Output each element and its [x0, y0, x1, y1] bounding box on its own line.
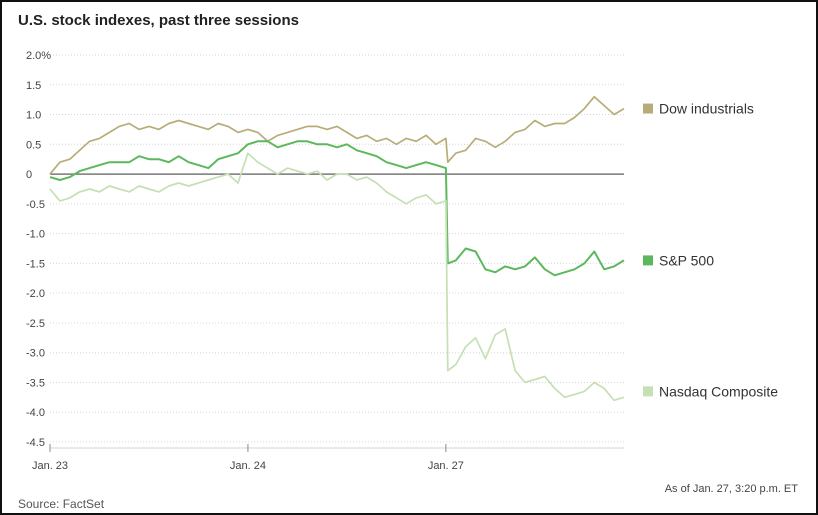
y-tick-label: -3.5: [26, 377, 45, 389]
y-tick-label: 1.5: [26, 80, 41, 92]
dow-industrials-line: [49, 95, 625, 175]
nasdaq-composite-line: [49, 152, 625, 402]
source-note: Source: FactSet: [18, 497, 105, 511]
x-tick-label: Jan. 27: [428, 460, 464, 472]
y-tick-label: -2.0: [26, 288, 45, 300]
legend-swatch: [643, 103, 653, 114]
gridlines: [50, 54, 624, 443]
y-tick-label: 2.0%: [26, 50, 51, 62]
legend-swatch: [643, 255, 653, 266]
y-tick-label: -3.0: [26, 348, 45, 360]
x-tick-label: Jan. 23: [32, 460, 68, 472]
x-tick-label: Jan. 24: [230, 460, 266, 472]
legend: Dow industrials S&P 500 Nasdaq Composite: [643, 101, 778, 399]
chart-title: U.S. stock indexes, past three sessions: [18, 12, 299, 29]
x-axis-ticks: Jan. 23 Jan. 24 Jan. 27: [32, 444, 624, 472]
legend-swatch: [643, 386, 653, 397]
legend-label: S&P 500: [659, 252, 714, 268]
y-tick-label: 1.0: [26, 110, 41, 122]
y-tick-label: -0.5: [26, 199, 45, 211]
y-axis-ticks: 2.0% 1.5 1.0 0.5 0 -0.5 -1.0 -1.5 -2.0 -2.5 -3.0 -3…: [26, 50, 51, 449]
y-tick-label: -4.5: [26, 437, 45, 449]
sp500-line: [49, 140, 625, 277]
y-tick-label: -1.5: [26, 258, 45, 270]
y-tick-label: -1.0: [26, 229, 45, 241]
series-lines: [49, 95, 625, 402]
y-tick-label: -4.0: [26, 407, 45, 419]
y-tick-label: 0: [26, 169, 32, 181]
y-tick-label: 0.5: [26, 139, 41, 151]
legend-label: Nasdaq Composite: [659, 383, 778, 399]
timestamp-note: As of Jan. 27, 3:20 p.m. ET: [664, 483, 798, 495]
y-tick-label: -2.5: [26, 318, 45, 330]
legend-label: Dow industrials: [659, 101, 754, 117]
